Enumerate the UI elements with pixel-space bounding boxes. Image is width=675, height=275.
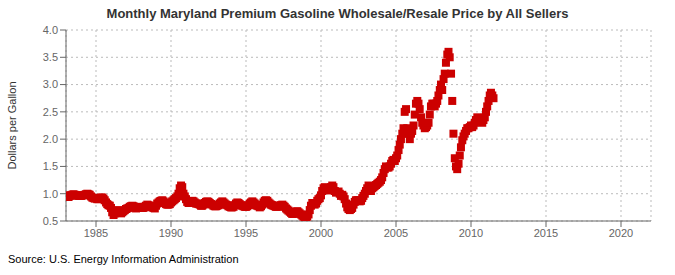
svg-text:3.5: 3.5 (43, 51, 58, 63)
svg-text:2.5: 2.5 (43, 106, 58, 118)
svg-text:1990: 1990 (159, 227, 183, 239)
svg-text:1.0: 1.0 (43, 188, 58, 200)
svg-text:2020: 2020 (609, 227, 633, 239)
html-text:Monthly Maryland Premium Gasol: Monthly Maryland Premium Gasoline Wholes… (106, 6, 569, 21)
html-text:Source: U.S. Energy Informatio: Source: U.S. Energy Information Administ… (8, 253, 239, 265)
svg-text:1.5: 1.5 (43, 160, 58, 172)
svg-text:0.5: 0.5 (43, 215, 58, 227)
svg-text:Dollars per Gallon: Dollars per Gallon (8, 81, 18, 169)
svg-text:3.0: 3.0 (43, 78, 58, 90)
svg-text:2.0: 2.0 (43, 133, 58, 145)
svg-text:4.0: 4.0 (43, 24, 58, 36)
svg-text:1985: 1985 (84, 227, 108, 239)
svg-text:2010: 2010 (459, 227, 483, 239)
svg-text:1995: 1995 (234, 227, 258, 239)
svg-text:2015: 2015 (534, 227, 558, 239)
svg-text:2000: 2000 (309, 227, 333, 239)
svg-text:2005: 2005 (384, 227, 408, 239)
